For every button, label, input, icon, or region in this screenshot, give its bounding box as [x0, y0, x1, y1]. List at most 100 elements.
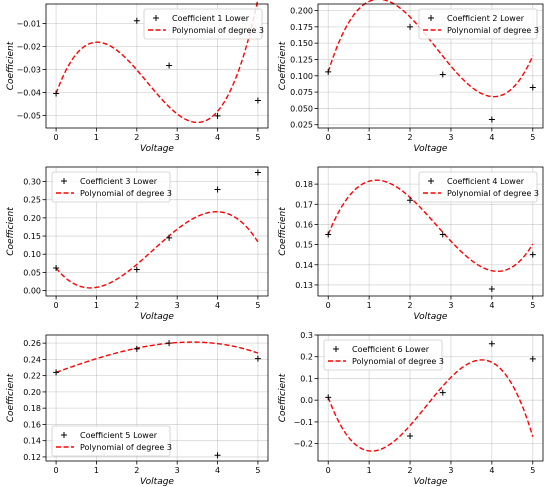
chart-panel-5: 0 1 2 3 4 5 0.12 0.14 0.16 0.18 0.20 0.22 0.24 0.26 Vo… — [6, 334, 269, 487]
y-tick-label: 0.30 — [23, 178, 41, 187]
legend-box — [418, 8, 538, 40]
polynomial-fit-line — [55, 211, 259, 289]
x-axis-label: Voltage — [140, 477, 174, 487]
y-tick-label: 0.075 — [290, 88, 313, 97]
data-point — [325, 231, 332, 238]
x-tick-label: 3 — [175, 466, 180, 475]
x-tick-label: 0 — [326, 133, 331, 142]
legend-label-fit: Polynomial of degree 3 — [352, 357, 444, 366]
legend-marker-symbol — [333, 346, 339, 352]
plot-frame — [45, 334, 269, 462]
data-point — [488, 285, 495, 292]
data-point — [166, 62, 173, 69]
polynomial-fit-line — [327, 0, 534, 98]
chart-panel-3: 0 1 2 3 4 5 0.00 0.05 0.10 0.15 0.20 0.25 0.30 Voltag… — [6, 166, 269, 322]
x-tick-label: 4 — [489, 133, 494, 142]
x-tick-label: 0 — [54, 301, 59, 310]
data-point — [488, 340, 495, 347]
x-tick-label: 5 — [255, 133, 260, 142]
x-tick-label: 0 — [54, 466, 59, 475]
y-tick-label: −0.03 — [16, 65, 41, 74]
y-tick-label: −0.01 — [16, 20, 41, 29]
x-tick-label: 3 — [448, 301, 453, 310]
data-point — [325, 68, 332, 75]
y-tick-label: 0.050 — [290, 104, 313, 113]
y-tick-label: 0.12 — [23, 453, 41, 462]
y-axis-label: Coefficient — [6, 41, 16, 90]
legend-marker-symbol — [428, 15, 434, 21]
data-point — [133, 345, 140, 352]
data-point — [439, 231, 446, 238]
x-tick-label: 0 — [54, 133, 59, 142]
x-tick-label: 5 — [530, 301, 535, 310]
y-tick-label: −0.05 — [16, 111, 41, 120]
y-tick-label: 0.17 — [295, 200, 313, 209]
legend-label-fit: Polynomial of degree 3 — [80, 189, 172, 198]
legend-label-fit: Polynomial of degree 3 — [80, 443, 172, 452]
y-axis-label: Coefficient — [278, 207, 288, 256]
x-tick-label: 1 — [94, 133, 99, 142]
y-tick-label: 0.175 — [290, 23, 313, 32]
data-point — [529, 251, 536, 258]
y-tick-label: 0.26 — [23, 339, 41, 348]
data-point — [254, 355, 261, 362]
y-tick-label: 0.18 — [23, 404, 41, 413]
x-tick-label: 5 — [255, 301, 260, 310]
y-tick-label: 0.10 — [23, 250, 41, 259]
x-tick-label: 4 — [215, 133, 220, 142]
y-tick-label: 0.20 — [23, 214, 41, 223]
x-tick-label: 4 — [489, 466, 494, 475]
data-point — [407, 197, 414, 204]
y-tick-label: 0.25 — [23, 196, 41, 205]
x-axis-label: Voltage — [414, 312, 448, 322]
y-tick-label: 0.22 — [23, 372, 41, 381]
chart-panel-2: 0 1 2 3 4 5 0.025 0.050 0.075 0.100 0.125 0.150 0.17… — [278, 0, 544, 154]
plot-frame — [317, 166, 544, 297]
y-tick-label: 0.15 — [295, 241, 313, 250]
x-tick-label: 2 — [407, 133, 412, 142]
legend-label-fit: Polynomial of degree 3 — [172, 26, 264, 35]
y-tick-label: 0.15 — [23, 232, 41, 241]
polynomial-fit-line — [327, 179, 534, 273]
plot-frame — [45, 166, 269, 297]
data-point — [254, 97, 261, 104]
y-tick-label: 0.3 — [300, 331, 313, 340]
legend: Coefficient 3 Lower Polynomial of degree … — [51, 171, 172, 203]
data-point — [529, 84, 536, 91]
polynomial-fit-line — [55, 341, 259, 374]
legend-box — [51, 171, 171, 203]
legend-marker-symbol — [61, 432, 67, 438]
legend-marker-symbol — [61, 178, 67, 184]
x-tick-label: 1 — [367, 466, 372, 475]
y-axis-label: Coefficient — [278, 373, 288, 422]
data-point — [325, 394, 332, 401]
y-tick-label: 0.14 — [23, 437, 41, 446]
data-point — [439, 389, 446, 396]
legend-label-data: Coefficient 6 Lower — [352, 345, 430, 354]
legend-box — [143, 8, 263, 40]
y-tick-label: −0.1 — [294, 418, 313, 427]
x-tick-label: 4 — [489, 301, 494, 310]
y-tick-label: 0.150 — [290, 39, 313, 48]
x-tick-label: 4 — [215, 301, 220, 310]
chart-panel-6: 0 1 2 3 4 5 −0.2 −0.1 0.0 0.1 0.2 0.3 Voltage Coeffic… — [278, 331, 544, 487]
data-point — [488, 116, 495, 123]
x-tick-label: 2 — [134, 301, 139, 310]
x-tick-label: 2 — [134, 466, 139, 475]
legend-marker-symbol — [153, 15, 159, 21]
data-point — [166, 340, 173, 347]
x-tick-label: 1 — [367, 133, 372, 142]
y-tick-label: −0.04 — [16, 88, 41, 97]
y-tick-label: 0.1 — [300, 374, 313, 383]
legend: Coefficient 4 Lower Polynomial of degree … — [418, 171, 539, 203]
y-tick-label: 0.16 — [23, 420, 41, 429]
y-tick-label: −0.02 — [16, 42, 41, 51]
data-point — [133, 266, 140, 273]
legend: Coefficient 2 Lower Polynomial of degree … — [418, 8, 539, 40]
y-tick-label: 0.025 — [290, 121, 313, 130]
legend-label-data: Coefficient 5 Lower — [80, 431, 158, 440]
x-tick-label: 3 — [448, 466, 453, 475]
x-axis-label: Voltage — [140, 144, 174, 154]
x-axis-label: Voltage — [140, 312, 174, 322]
